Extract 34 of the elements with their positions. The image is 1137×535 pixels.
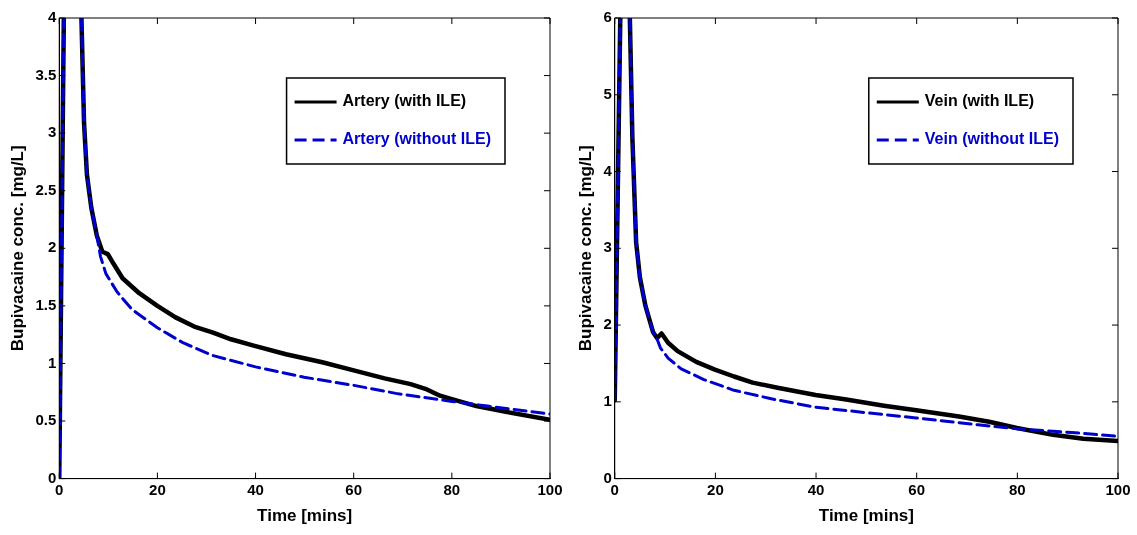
y-axis-title: Bupivacaine conc. [mg/L] [7,145,27,352]
x-tick-label: 100 [1105,480,1131,498]
y-tick-label: 2 [603,315,612,333]
y-tick-label: 2 [47,238,57,256]
y-tick-label: 0 [47,468,57,486]
y-tick-label: 3.5 [35,65,57,83]
y-tick-label: 1 [603,391,612,409]
x-tick-label: 20 [707,480,724,498]
x-tick-label: 60 [345,480,363,498]
y-tick-label: 6 [603,8,612,26]
y-tick-label: 4 [603,161,613,179]
y-tick-label: 1 [47,353,57,371]
y-tick-label: 3 [47,123,57,141]
legend-label: Artery (with ILE) [342,92,467,110]
x-axis-title: Time [mins] [257,506,353,526]
x-tick-label: 80 [1009,480,1026,498]
y-tick-label: 3 [603,238,612,256]
legend-label: Artery (without ILE) [342,130,491,148]
x-tick-label: 60 [908,480,926,498]
x-tick-label: 80 [443,480,461,498]
y-tick-label: 0.5 [35,411,57,429]
x-tick-label: 100 [537,480,563,498]
y-tick-label: 1.5 [35,296,57,314]
y-axis-title: Bupivacaine conc. [mg/L] [575,145,595,352]
y-tick-label: 4 [47,8,57,26]
y-tick-label: 2.5 [35,180,57,198]
legend-label: Vein (with ILE) [924,92,1035,110]
x-tick-label: 20 [149,480,166,498]
x-tick-label: 40 [247,480,264,498]
y-tick-label: 5 [603,84,612,102]
x-tick-label: 40 [807,480,825,498]
y-tick-label: 0 [603,468,612,486]
legend-label: Vein (without ILE) [924,130,1060,148]
x-axis-title: Time [mins] [818,506,914,526]
